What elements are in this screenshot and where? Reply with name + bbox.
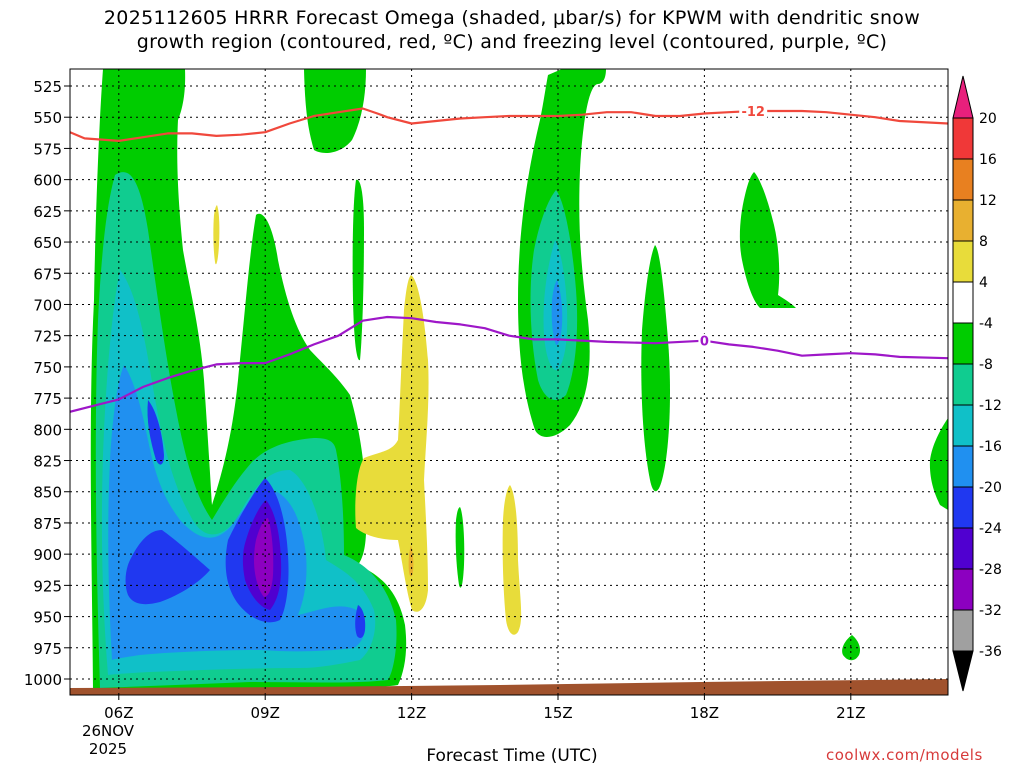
colorbar-bin-4 [952,445,974,488]
colorbar-label-2: 12 [979,193,997,209]
y-tick-label-675: 675 [33,265,62,283]
shade-yellow-main [355,275,429,612]
y-tick-label-950: 950 [33,609,62,627]
y-tick-label-575: 575 [33,140,62,158]
y-tick-label-750: 750 [33,359,62,377]
colorbar-label-9: -20 [979,480,1002,496]
colorbar-bin-5 [952,404,974,447]
colorbar-label-8: -16 [979,439,1002,455]
chart-title-line2: growth region (contoured, red, ºC) and f… [136,31,888,53]
y-tick-label-625: 625 [33,203,62,221]
shade-blue-1 [147,400,164,465]
colorbar-bin-2 [952,527,974,570]
y-tick-label-975: 975 [33,640,62,658]
y-tick-label-525: 525 [33,78,62,96]
shade-green-17z [641,245,670,492]
y-tick-label-900: 900 [33,546,62,564]
watermark: coolwx.com/models [826,746,983,764]
colorbar-label-11: -28 [979,562,1002,578]
shade-orange-small [408,545,414,577]
colorbar-bin-9 [952,240,974,283]
colorbar-bin-0 [952,609,974,652]
chart-title: 2025112605 HRRR Forecast Omega (shaded, … [0,6,1024,54]
colorbar-bin-10 [952,199,974,242]
contour-freezing [70,315,948,413]
y-tick-label-600: 600 [33,172,62,190]
colorbar-label-5: -4 [979,316,993,332]
contours: -12 0 [70,103,948,413]
x-tick-label-21Z: 21Z [836,704,865,722]
colorbar-bin-7 [952,322,974,365]
plot-grid [70,69,948,695]
colorbar-label-6: -8 [979,357,993,373]
colorbar-bin-3 [952,486,974,529]
colorbar-bin-6 [952,363,974,406]
colorbar-label-0: 20 [979,111,997,127]
y-tick-label-800: 800 [33,421,62,439]
colorbar: 20 16 12 8 4 -4 -8 -12 -16 -20 -24 -28 -32 -36 [952,75,1002,692]
x-axis-title: Forecast Time (UTC) [426,746,598,766]
x-tick-label-15Z: 15Z [543,704,572,722]
colorbar-label-10: -24 [979,521,1002,537]
date-label-line1: 26NOV [82,722,135,740]
shade-green-top-1 [304,69,366,153]
colorbar-label-3: 8 [979,234,988,250]
y-tick-label-550: 550 [33,109,62,127]
chart-title-line1: 2025112605 HRRR Forecast Omega (shaded, … [103,7,921,29]
colorbar-under-triangle [952,650,974,692]
colorbar-bin-11 [952,158,974,201]
y-tick-label-725: 725 [33,328,62,346]
shade-green-19z [739,172,796,308]
contour-label-bg-0 [739,103,768,118]
y-tick-label-1000: 1000 [24,671,62,689]
shade-green-right [929,418,948,510]
y-tick-label-850: 850 [33,484,62,502]
shade-green-13z [455,507,465,588]
colorbar-label-13: -36 [979,644,1002,660]
y-tick-label-825: 825 [33,453,62,471]
contour-dendritic [70,107,948,142]
colorbar-bin-8 [952,281,974,324]
shade-lightblue-15z [551,280,563,345]
date-label-line2: 2025 [89,740,127,758]
y-tick-label-650: 650 [33,234,62,252]
contour-label-0: -12 [741,105,765,120]
colorbar-label-4: 4 [979,275,988,291]
colorbar-label-7: -12 [979,398,1002,414]
terrain-ground [70,679,948,695]
x-tick-label-18Z: 18Z [690,704,719,722]
contour-label-bg-1 [698,333,711,348]
y-tick-label-700: 700 [33,296,62,314]
plot-frame [69,68,949,696]
y-tick-label-925: 925 [33,577,62,595]
y-axis-ticks: 525 550 575 600 625 650 675 700 725 750 775 800 825 8… [24,78,70,689]
colorbar-over-triangle [952,75,974,119]
shade-yellow-14z [502,485,522,635]
x-axis-ticks: 06Z 09Z 12Z 15Z 18Z 21Z [104,695,865,722]
y-tick-label-775: 775 [33,390,62,408]
colorbar-bin-1 [952,568,974,611]
x-tick-label-09Z: 09Z [251,704,280,722]
shade-blue-4 [355,605,366,638]
colorbar-label-12: -32 [979,603,1002,619]
omega-shading [70,69,948,695]
shade-blue-2 [125,530,210,605]
shade-yellow-small [213,205,220,265]
x-tick-label-06Z: 06Z [104,704,133,722]
colorbar-label-1: 16 [979,152,997,168]
contour-label-1: 0 [700,335,709,350]
y-tick-label-875: 875 [33,515,62,533]
x-tick-label-12Z: 12Z [397,704,426,722]
colorbar-bin-12 [952,117,974,160]
shade-green-thin-1 [352,179,364,361]
shade-violet [254,518,274,597]
